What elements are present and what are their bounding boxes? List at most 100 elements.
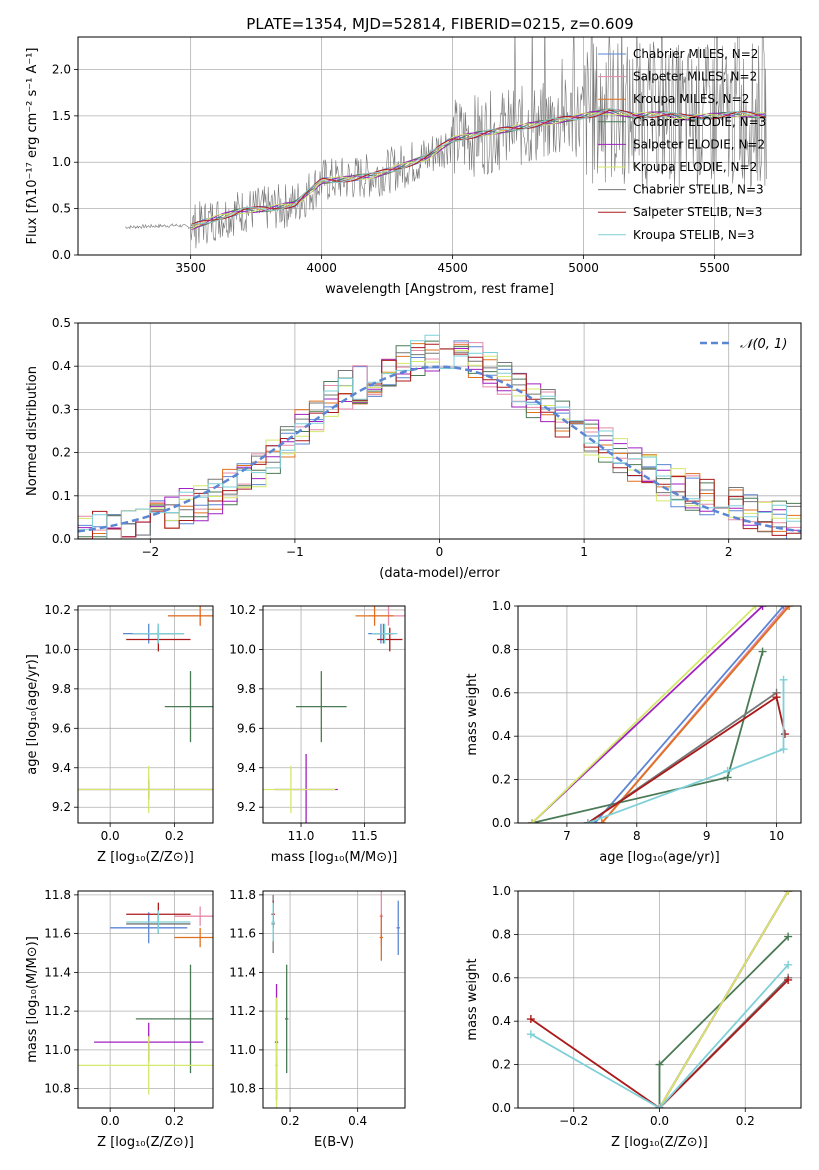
tick-label-y: 9.2	[52, 800, 71, 814]
tick-label-y: 0.6	[492, 971, 511, 985]
mw-marker-kroupa_elodie	[784, 891, 793, 895]
tick-label-y: 11.2	[44, 1004, 71, 1018]
axis-label-x: Z [log₁₀(Z/Z⊙)]	[97, 1135, 194, 1150]
tick-label-y: 0.5	[52, 202, 71, 216]
tick-label-x: 5000	[568, 261, 599, 275]
tick-label-y: 9.8	[52, 682, 71, 696]
tick-label-y: 11.8	[229, 888, 256, 902]
mw-marker-salpeter_elodie	[758, 606, 767, 610]
mw-marker-kroupa_stelib	[779, 745, 788, 754]
panel-massweight_vs_age: 7 8 9 10 0.0 0.2 0.4 0.6 0.8 1.0 age [log₁₀(age/yr…	[465, 599, 802, 865]
axes-frame	[77, 605, 214, 824]
mw-line-chabrier_elodie	[658, 935, 789, 1108]
axes-frame	[77, 890, 214, 1109]
tick-label-y: 10.2	[229, 603, 256, 617]
mw-marker-kroupa_miles	[785, 606, 794, 610]
mw-marker-kroupa_stelib	[526, 1030, 535, 1039]
tick-label-y: 9.6	[237, 721, 256, 735]
tick-label-y: 0.0	[492, 1101, 511, 1115]
mw-marker-kroupa_stelib	[784, 960, 793, 969]
tick-label-x: 11.5	[351, 829, 378, 843]
tick-label-x: 0.2	[736, 1114, 755, 1128]
tick-label-x: 0.2	[281, 1114, 300, 1128]
mw-marker-kroupa_elodie	[751, 606, 760, 610]
axis-label-y: mass weight	[465, 673, 480, 755]
plot-area	[125, 37, 767, 249]
legend-label-kroupa_stelib: Kroupa STELIB, N=3	[633, 228, 755, 242]
tick-label-y: 11.6	[44, 927, 71, 941]
tick-label-y: 0.4	[492, 729, 511, 743]
plot-area	[78, 902, 213, 1095]
tick-label-y: 1.5	[52, 109, 71, 123]
tick-label-x: 0.0	[101, 1114, 120, 1128]
plot-area	[78, 334, 801, 539]
axes-frame	[262, 605, 406, 824]
tick-label-y: 10.2	[44, 603, 71, 617]
tick-label-y: 11.2	[229, 1004, 256, 1018]
tick-label-y: 0.4	[52, 359, 71, 373]
tick-label-y: 0.3	[52, 402, 71, 416]
tick-label-x: 5500	[699, 261, 730, 275]
axis-label-x: age [log₁₀(age/yr)]	[599, 850, 720, 865]
plot-area	[526, 891, 793, 1108]
tick-label-x: 10	[769, 829, 784, 843]
mw-marker-chabrier_elodie	[655, 1060, 664, 1069]
axes-frame	[517, 890, 802, 1109]
legend-label-chabrier_stelib: Chabrier STELIB, N=3	[633, 183, 764, 197]
tick-label-x: 0.2	[165, 1114, 184, 1128]
mw-line-kroupa_stelib	[530, 964, 789, 1108]
tick-label-y: 1.0	[492, 599, 511, 613]
legend-label-kroupa_elodie: Kroupa ELODIE, N=2	[633, 160, 757, 174]
tick-label-y: 0.0	[492, 816, 511, 830]
mw-marker-chabrier_miles	[779, 606, 788, 610]
tick-label-y: 9.4	[237, 761, 256, 775]
legend-label-salpeter_elodie: Salpeter ELODIE, N=2	[633, 137, 765, 151]
mw-line-salpeter_stelib	[530, 979, 789, 1108]
tick-label-x: 0.2	[165, 829, 184, 843]
mw-marker-chabrier_elodie	[784, 932, 793, 941]
tick-label-x: 0.4	[348, 1114, 367, 1128]
axis-label-y: Flux [fλ10⁻¹⁷ erg cm⁻² s⁻¹ A⁻¹]	[25, 48, 40, 245]
tick-label-y: 10.0	[44, 642, 71, 656]
tick-label-y: 0.0	[52, 532, 71, 546]
mw-line-kroupa_miles	[601, 606, 790, 823]
legend-label-chabrier_miles: Chabrier MILES, N=2	[633, 47, 758, 61]
panel-age_vs_Z: 0.0 0.2 9.2 9.4 9.6 9.8 10.0 10.2 Z [log₁₀(Z/Z⊙)…	[25, 603, 214, 865]
axis-label-x: (data-model)/error	[379, 566, 500, 581]
tick-label-x: 0.0	[101, 829, 120, 843]
axes-frame	[262, 890, 406, 1109]
tick-label-y: 0.5	[52, 316, 71, 330]
figure-title: PLATE=1354, MJD=52814, FIBERID=0215, z=0…	[246, 15, 633, 33]
axis-label-x: mass [log₁₀(M/M⊙)]	[271, 850, 398, 865]
tick-label-y: 0.1	[52, 489, 71, 503]
axis-label-y: mass weight	[465, 958, 480, 1040]
axis-label-x: E(B-V)	[314, 1135, 354, 1150]
legend-label-chabrier_elodie: Chabrier ELODIE, N=3	[633, 115, 766, 129]
mw-marker-salpeter_stelib	[772, 693, 781, 702]
tick-label-x: 7	[563, 829, 571, 843]
tick-label-y: 0.8	[492, 927, 511, 941]
legend-label-kroupa_miles: Kroupa MILES, N=2	[633, 92, 749, 106]
hist-kroupa_stelib	[78, 334, 801, 539]
tick-label-y: 11.6	[229, 927, 256, 941]
plot-area	[263, 606, 405, 823]
tick-label-y: 10.0	[229, 642, 256, 656]
axes-frame	[517, 605, 802, 824]
tick-label-x: −2	[141, 545, 159, 559]
panel-mass_vs_Z: 0.0 0.2 10.8 11.0 11.2 11.4 11.6 11.8 Z [log₁₀(Z…	[25, 888, 214, 1150]
legend-label-salpeter_miles: Salpeter MILES, N=2	[633, 70, 757, 84]
tick-label-y: 9.8	[237, 682, 256, 696]
axis-label-y: Normed distribution	[25, 366, 40, 496]
tick-label-y: 10.8	[44, 1082, 71, 1096]
axis-label-x: Z [log₁₀(Z/Z⊙)]	[611, 1135, 708, 1150]
panel-residuals: −2 −1 0 1 2 0.0 0.1 0.2 0.3 0.4 0.5 (data-model)/er…	[25, 316, 802, 581]
plot-area	[271, 891, 400, 1108]
axis-label-x: wavelength [Angstrom, rest frame]	[325, 282, 554, 297]
axes-frame	[77, 322, 802, 540]
tick-label-x: −1	[286, 545, 304, 559]
mw-marker-kroupa_stelib	[655, 1104, 664, 1108]
mw-marker-kroupa_miles	[597, 819, 606, 823]
panel-spectrum: 3500 4000 4500 5000 5500 0.0 0.5 1.0 1.5 2.0 wavel…	[25, 36, 802, 297]
tick-label-x: 2	[725, 545, 733, 559]
model-salpeter_elodie	[190, 110, 766, 231]
